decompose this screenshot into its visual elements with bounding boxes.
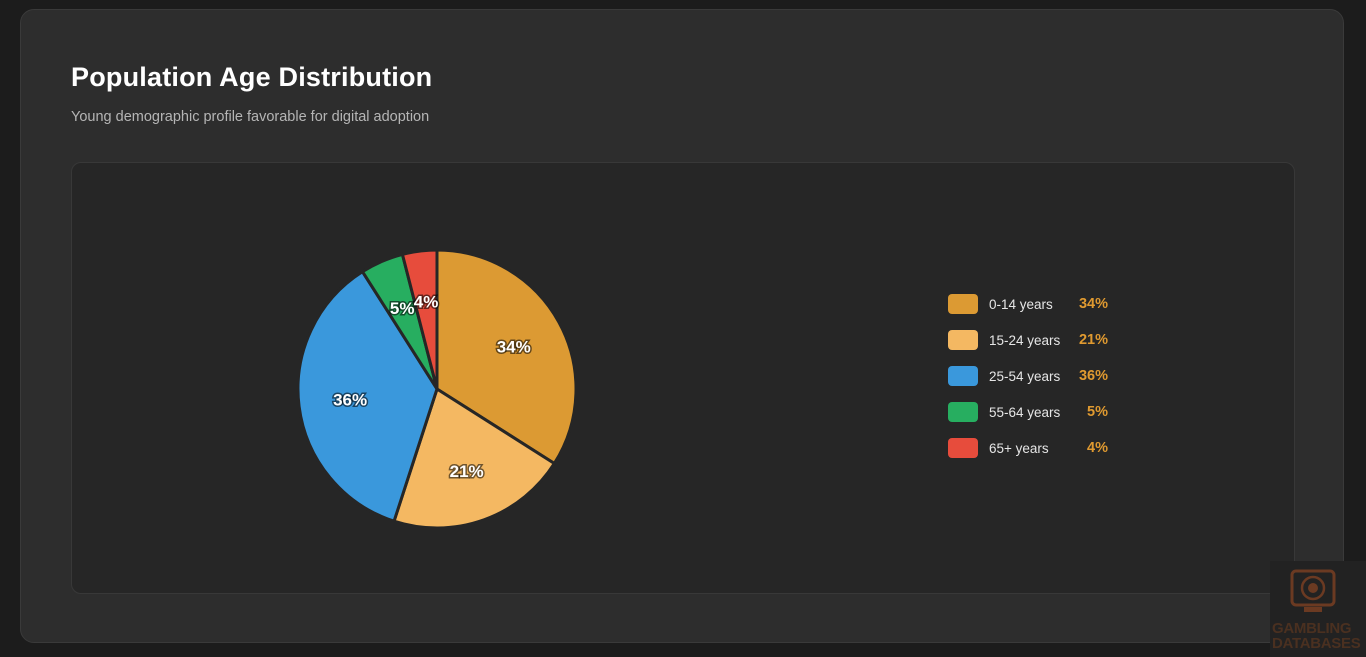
slot-machine-icon [1290,569,1336,612]
legend-label: 25-54 years [989,368,1061,384]
legend-value: 34% [1078,296,1108,312]
legend-item[interactable]: 55-64 years 5% [948,402,1108,422]
legend-value: 21% [1078,332,1108,348]
chart-panel: 34% 21% 36% 5% 4% 0-14 years 34% 15-24 years… [71,162,1295,594]
pie-slice-25-54-years[interactable] [296,270,439,523]
pie-slice-label: 36% [333,390,367,409]
legend-item[interactable]: 25-54 years 36% [948,366,1108,386]
watermark-logo: GAMBLING DATABASES [1270,561,1366,657]
chart-card: Population Age Distribution Young demogr… [20,9,1344,643]
pie-slice-label: 5% [390,299,415,318]
pie-slice-65-years[interactable] [400,248,439,391]
legend-value: 4% [1087,440,1108,456]
page-subtitle: Young demographic profile favorable for … [71,109,430,125]
watermark-line-2: DATABASES [1272,635,1361,652]
pie-slice-labels: 34% 21% 36% 5% 4% [332,291,533,482]
legend-swatch [948,402,978,422]
page-title: Population Age Distribution [71,62,433,92]
watermark-line-1: GAMBLING [1272,620,1352,637]
legend-value: 36% [1078,368,1108,384]
legend-swatch [948,330,978,350]
legend-swatch [948,438,978,458]
legend-swatch [948,366,978,386]
legend-item[interactable]: 15-24 years 21% [948,330,1108,350]
chart-legend: 0-14 years 34% 15-24 years 21% 25-54 yea… [948,294,1108,474]
legend-value: 5% [1087,404,1108,420]
pie-slice-label: 21% [450,462,484,481]
pie-slice-15-24-years[interactable] [392,387,556,530]
pie-slices [296,248,578,530]
legend-label: 0-14 years [989,296,1053,312]
legend-label: 55-64 years [989,404,1061,420]
legend-label: 65+ years [989,440,1049,456]
pie-slice-label: 34% [497,337,531,356]
legend-label: 15-24 years [989,332,1061,348]
legend-item[interactable]: 65+ years 4% [948,438,1108,458]
legend-swatch [948,294,978,314]
watermark-text: GAMBLING DATABASES [1272,621,1366,651]
legend-item[interactable]: 0-14 years 34% [948,294,1108,314]
pie-chart: 34% 21% 36% 5% 4% [296,248,578,530]
pie-slice-label: 4% [414,293,439,312]
